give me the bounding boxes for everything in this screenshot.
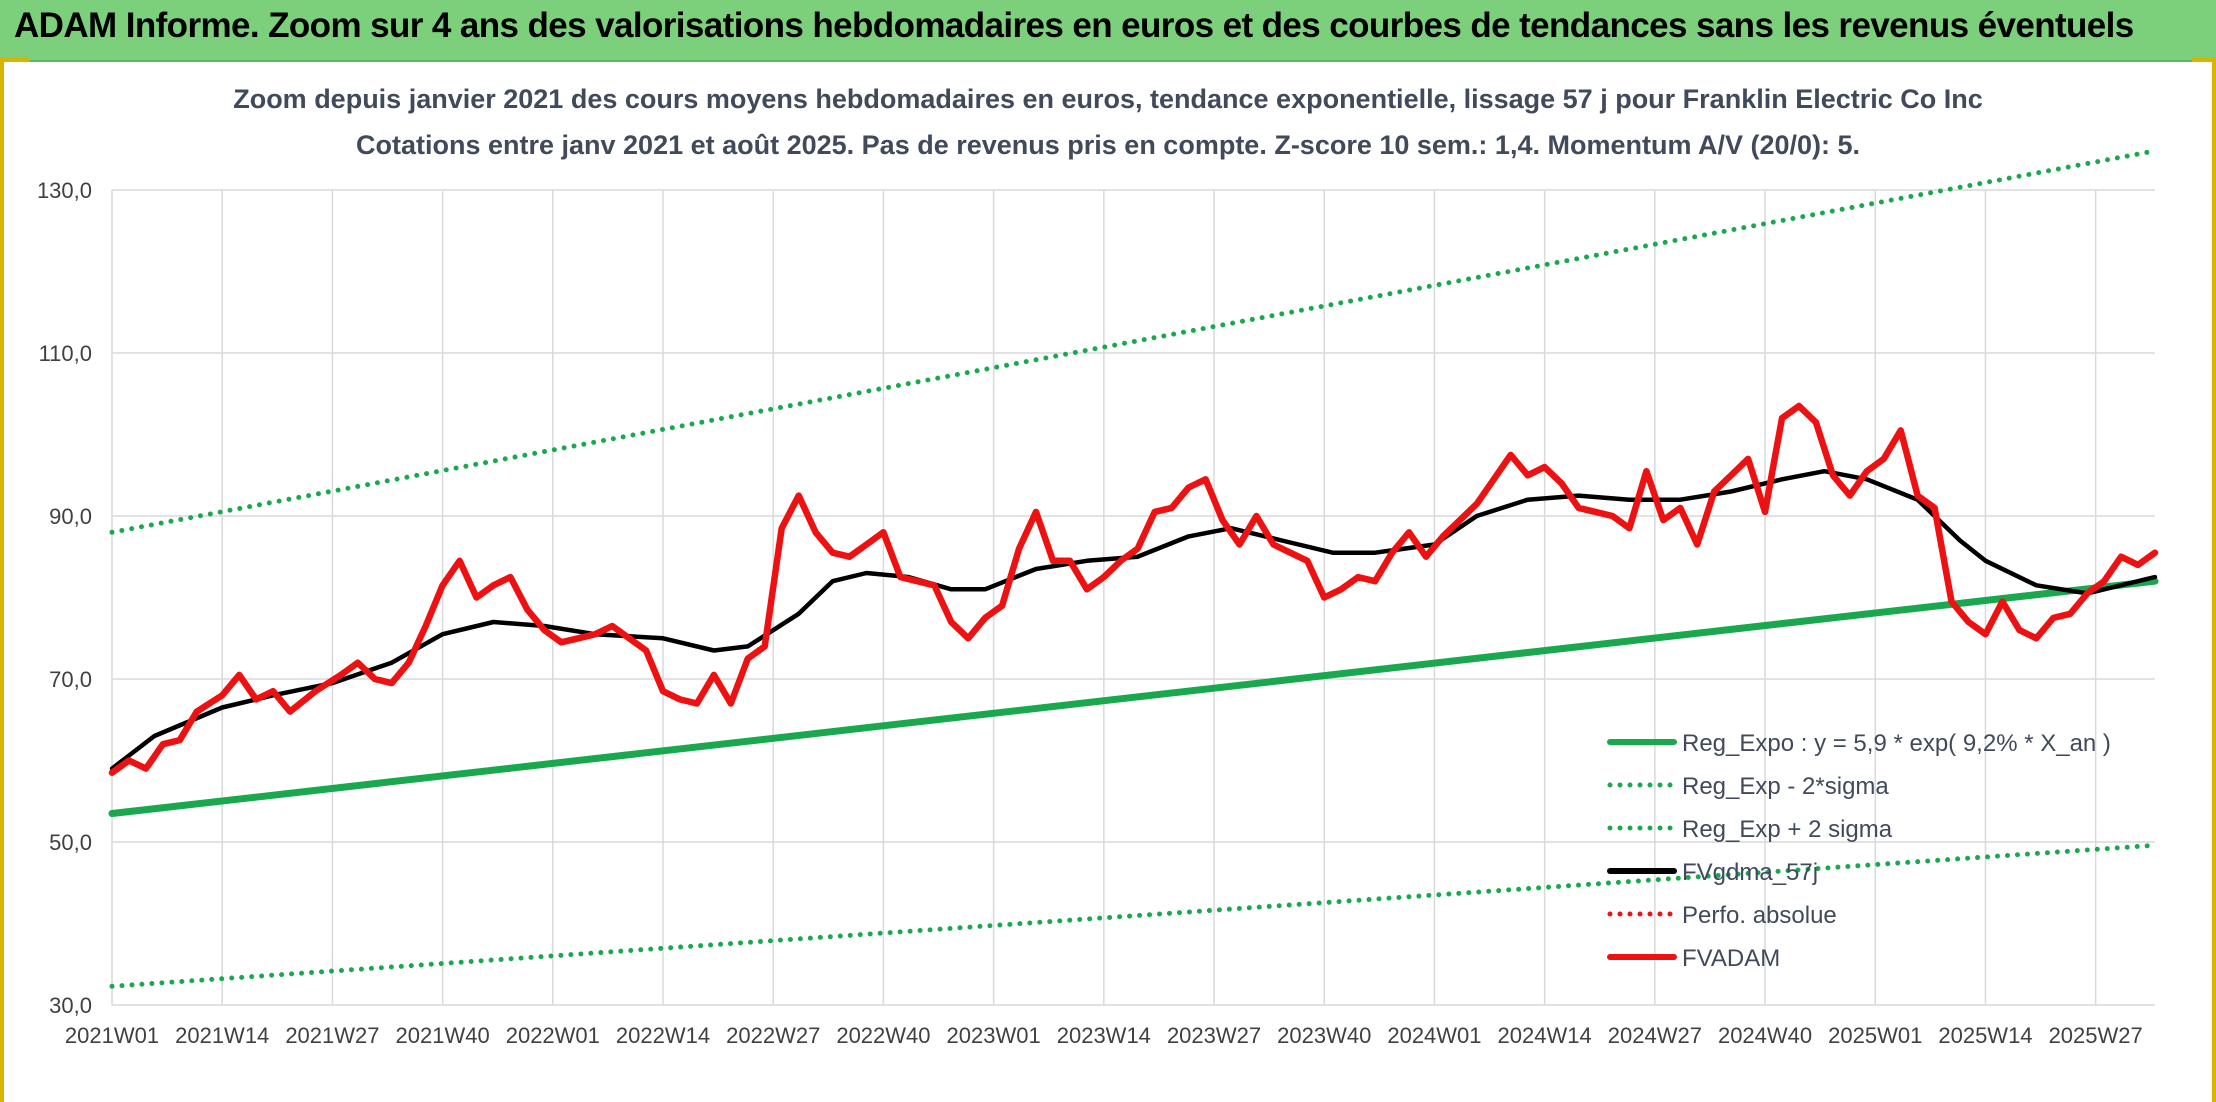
legend-label: Reg_Expo : y = 5,9 * exp( 9,2% * X_an ) [1682,730,2111,757]
x-tick-label: 2024W40 [1718,1023,1812,1048]
series-line-3 [109,468,2158,771]
x-tick-label: 2021W14 [175,1023,269,1048]
chart-subtitle: Cotations entre janv 2021 et août 2025. … [356,130,1860,160]
x-tick-label: 2025W27 [2049,1023,2143,1048]
x-tick-label: 2022W40 [836,1023,930,1048]
y-tick-label: 50,0 [49,830,92,855]
x-tick-label: 2025W14 [1938,1023,2032,1048]
series-line-2 [109,148,2158,535]
x-axis: 2021W01 2021W14 2021W27 2021W40 2022W01 2022W… [65,1023,2143,1048]
x-tick-label: 2024W01 [1387,1023,1481,1048]
x-tick-label: 2024W14 [1498,1023,1592,1048]
legend: Reg_Expo : y = 5,9 * exp( 9,2% * X_an ) R… [1607,730,2111,972]
y-tick-label: 30,0 [49,993,92,1018]
report-banner: ADAM Informe. Zoom sur 4 ans des valoris… [0,0,2216,62]
series-line-5 [108,402,2159,776]
banner-accent-left [0,57,30,62]
series-line-1 [109,842,2158,989]
x-tick-label: 2023W40 [1277,1023,1371,1048]
y-tick-label: 110,0 [39,341,92,366]
legend-label: Reg_Exp - 2*sigma [1682,773,1889,800]
gridlines [111,189,2155,1006]
x-tick-label: 2022W14 [616,1023,710,1048]
x-tick-label: 2023W14 [1057,1023,1151,1048]
x-tick-label: 2021W40 [396,1023,490,1048]
chart-title: Zoom depuis janvier 2021 des cours moyen… [233,84,1983,114]
series-group [108,148,2159,989]
legend-label: Perfo. absolue [1682,902,1837,929]
report-title: ADAM Informe. Zoom sur 4 ans des valoris… [14,6,2134,45]
y-axis: 30,0 50,0 70,0 90,0 110,0 130,0 [37,178,92,1018]
frame-right [2212,62,2216,1102]
legend-label: Reg_Exp + 2 sigma [1682,816,1893,843]
frame-left [0,62,4,1102]
legend-label: FVgdma_57j [1682,859,1818,886]
x-tick-label: 2023W01 [947,1023,1041,1048]
x-tick-label: 2022W27 [726,1023,820,1048]
series-line-0 [108,577,2159,817]
y-tick-label: 70,0 [49,667,92,692]
x-tick-label: 2021W27 [285,1023,379,1048]
x-tick-label: 2021W01 [65,1023,159,1048]
x-tick-label: 2025W01 [1828,1023,1922,1048]
legend-label: FVADAM [1682,945,1780,972]
x-tick-label: 2023W27 [1167,1023,1261,1048]
y-tick-label: 130,0 [37,178,92,203]
chart-area: Zoom depuis janvier 2021 des cours moyen… [37,84,2159,1048]
x-tick-label: 2022W01 [506,1023,600,1048]
x-tick-label: 2024W27 [1608,1023,1702,1048]
banner-accent-right [2192,57,2216,62]
y-tick-label: 90,0 [49,504,92,529]
